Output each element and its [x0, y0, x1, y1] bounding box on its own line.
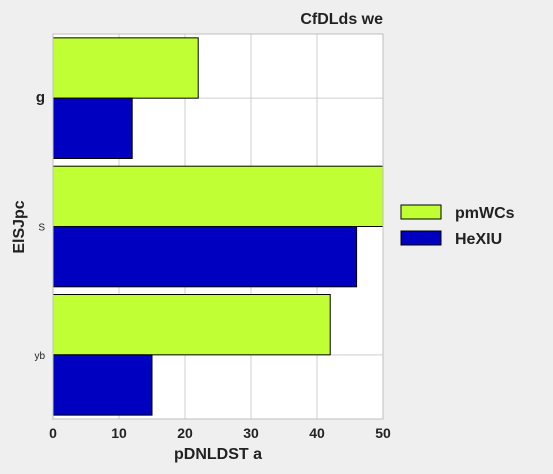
bar-HeXIU-yb	[52, 354, 153, 416]
chart-title: CfDLds we	[300, 11, 383, 28]
bar-pmWCs-yb	[52, 294, 331, 356]
y-tick-label: S	[38, 223, 45, 234]
x-tick-label: 40	[309, 425, 325, 441]
x-tick-labels: 0 10 20 30 40 50	[49, 425, 391, 441]
y-tick-labels: g Syb	[34, 89, 45, 362]
x-tick-label: 30	[243, 425, 259, 441]
bar-pmWCs-S	[52, 165, 384, 227]
x-tick-label: 50	[375, 425, 391, 441]
legend: pmWCs HeXIU	[400, 204, 515, 248]
legend-swatch	[400, 204, 442, 220]
x-axis-title: pDNLDST a	[174, 446, 262, 463]
x-tick-label: 0	[49, 425, 57, 441]
x-tick-label: 10	[111, 425, 127, 441]
legend-swatch	[400, 230, 442, 246]
legend-label: HeXIU	[455, 231, 502, 248]
bar-HeXIU-g	[52, 97, 133, 159]
bar-HeXIU-S	[52, 226, 358, 288]
plot-frame	[52, 33, 384, 420]
bar-pmWCs-g	[52, 37, 199, 99]
bars	[52, 37, 384, 416]
y-axis-title: ElSJpc	[11, 200, 28, 253]
y-tick-label: g	[36, 89, 45, 106]
x-tick-label: 20	[177, 425, 193, 441]
y-tick-label: yb	[34, 351, 45, 362]
legend-label: pmWCs	[455, 205, 515, 222]
